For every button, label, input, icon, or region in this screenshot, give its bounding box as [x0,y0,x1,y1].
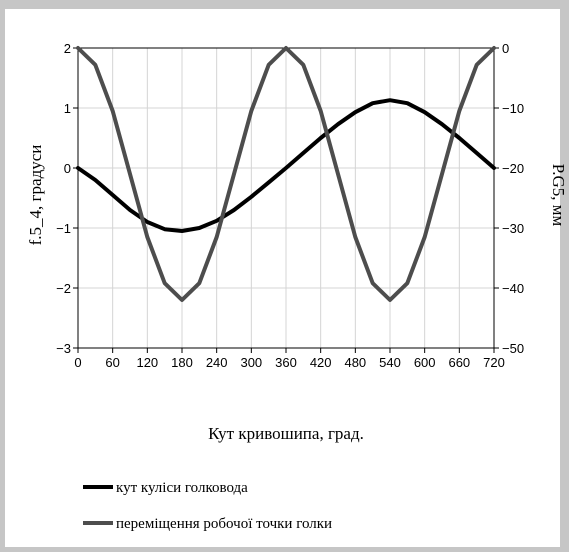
series-line-1 [76,98,496,233]
y-right-tick-label: −30 [502,221,524,236]
x-tick-label: 600 [414,355,436,370]
y-right-tick-label: −10 [502,101,524,116]
x-tick-label: 480 [344,355,366,370]
y-left-tick-label: −2 [56,281,71,296]
x-tick-label: 180 [171,355,193,370]
x-tick-label: 720 [483,355,505,370]
legend-label-series-2: переміщення робочої точки голки [116,516,332,532]
x-tick-label: 420 [310,355,332,370]
tick-labels: 0 60 120 180 240 300 360 420 480 540 600 660 720210−… [56,41,524,370]
y-right-tick-label: −40 [502,281,524,296]
y-left-tick-label: 0 [64,161,71,176]
x-tick-label: 120 [136,355,158,370]
series-line-2 [76,46,496,302]
y-right-tick-label: 0 [502,41,509,56]
x-tick-label: 300 [240,355,262,370]
y-left-tick-label: −3 [56,341,71,356]
series-group [76,46,496,302]
grid [77,47,495,349]
legend: кут куліси голковода переміщення робочої… [83,480,332,532]
x-axis-label: Кут кривошипа, град. [208,424,364,443]
y-right-tick-label: −50 [502,341,524,356]
x-tick-label: 540 [379,355,401,370]
x-tick-label: 660 [448,355,470,370]
y-left-tick-label: 2 [64,41,71,56]
x-tick-label: 60 [105,355,119,370]
y-left-axis-label: f.5_4, градуси [26,145,45,246]
legend-label-series-1: кут куліси голковода [116,480,248,496]
y-right-axis-label: P.G5, мм [549,164,568,227]
y-left-tick-label: 1 [64,101,71,116]
y-left-tick-label: −1 [56,221,71,236]
x-tick-label: 240 [206,355,228,370]
x-tick-label: 0 [74,355,81,370]
x-tick-label: 360 [275,355,297,370]
y-right-tick-label: −20 [502,161,524,176]
